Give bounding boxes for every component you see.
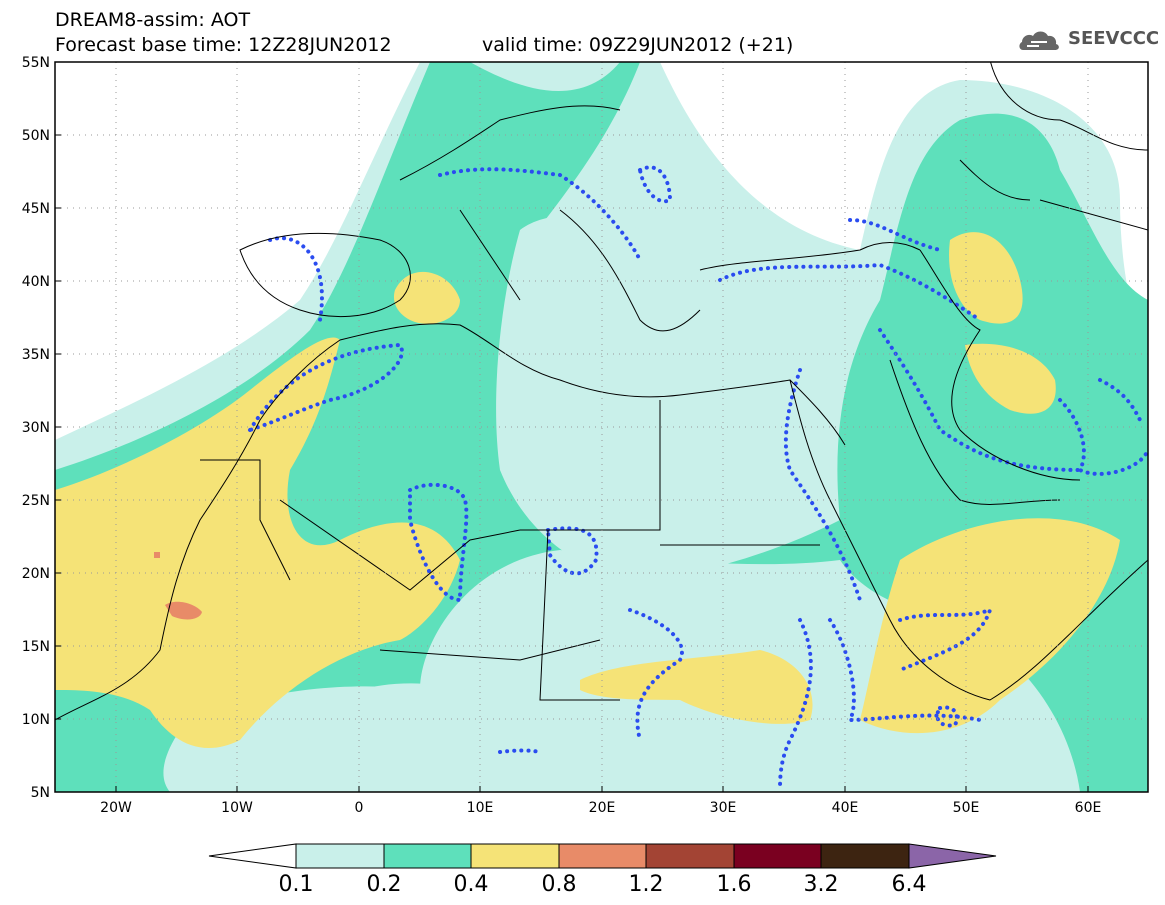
lat-label: 5N <box>31 785 50 801</box>
colorbar-bin <box>558 843 647 869</box>
lon-label: 0 <box>355 800 364 816</box>
colorbar-label: 0.4 <box>453 872 489 897</box>
colorbar-bin <box>733 843 822 869</box>
lon-label: 20E <box>589 800 616 816</box>
aot-level-0.4-sahara <box>55 337 460 749</box>
colorbar <box>208 843 997 869</box>
lat-label: 10N <box>22 712 50 728</box>
dotted-contours <box>245 165 1148 792</box>
colorbar-label: 1.2 <box>628 872 664 897</box>
aot-level-0.4-caspian <box>949 232 1023 324</box>
lat-label: 45N <box>22 201 50 217</box>
lat-labels: 55N 50N 45N 40N 35N 30N 25N 20N 15N 10N … <box>22 55 50 801</box>
cloud-logo-icon <box>1019 31 1059 50</box>
lat-label: 25N <box>22 493 50 509</box>
colorbar-bin <box>383 843 472 869</box>
aot-level-0.4-arabia <box>860 518 1120 734</box>
lon-label: 20W <box>100 800 132 816</box>
aot-level-0.4-sudan <box>580 650 813 724</box>
aot-level-0.8-coast <box>154 552 160 558</box>
colorbar-label: 0.2 <box>366 872 402 897</box>
lat-label: 55N <box>22 55 50 71</box>
colorbar-over-arrow <box>908 843 997 869</box>
tick-marks <box>55 61 1089 793</box>
aot-level-0.8-senegal <box>165 601 202 620</box>
aot-fields <box>55 62 1148 792</box>
lat-label: 30N <box>22 420 50 436</box>
colorbar-label: 0.1 <box>278 872 314 897</box>
graticule <box>55 62 1148 792</box>
colorbar-label: 6.4 <box>891 872 927 897</box>
lat-label: 35N <box>22 347 50 363</box>
colorbar-bin <box>820 843 910 869</box>
lon-labels: 20W 10W 0 10E 20E 30E 40E 50E 60E <box>100 800 1101 816</box>
lon-label: 40E <box>832 800 859 816</box>
logo-text: SEEVCCC <box>1068 28 1160 49</box>
lon-label: 60E <box>1075 800 1102 816</box>
aot-level-0.1-interior <box>496 215 840 581</box>
forecast-base-time: Forecast base time: 12Z28JUN2012 <box>55 34 392 56</box>
colorbar-label: 0.8 <box>541 872 577 897</box>
colorbar-bin <box>470 843 560 869</box>
colorbar-bin <box>295 843 385 869</box>
aot-level-0.4-iran <box>965 343 1056 414</box>
aot-level-0.1-south <box>300 683 850 792</box>
lat-label: 40N <box>22 274 50 290</box>
colorbar-label: 1.6 <box>716 872 752 897</box>
colorbar-bin <box>645 843 735 869</box>
lon-label: 50E <box>953 800 980 816</box>
lat-label: 15N <box>22 639 50 655</box>
lat-label: 20N <box>22 566 50 582</box>
lat-label: 50N <box>22 128 50 144</box>
lon-label: 10W <box>221 800 253 816</box>
map-title: DREAM8-assim: AOT <box>55 9 251 31</box>
colorbar-label: 3.2 <box>803 872 839 897</box>
aot-level-0.4-spain <box>393 271 460 324</box>
coastlines <box>55 62 1148 721</box>
valid-time: valid time: 09Z29JUN2012 (+21) <box>482 34 794 56</box>
colorbar-under-arrow <box>208 843 297 869</box>
lon-label: 30E <box>710 800 737 816</box>
lon-label: 10E <box>467 800 494 816</box>
